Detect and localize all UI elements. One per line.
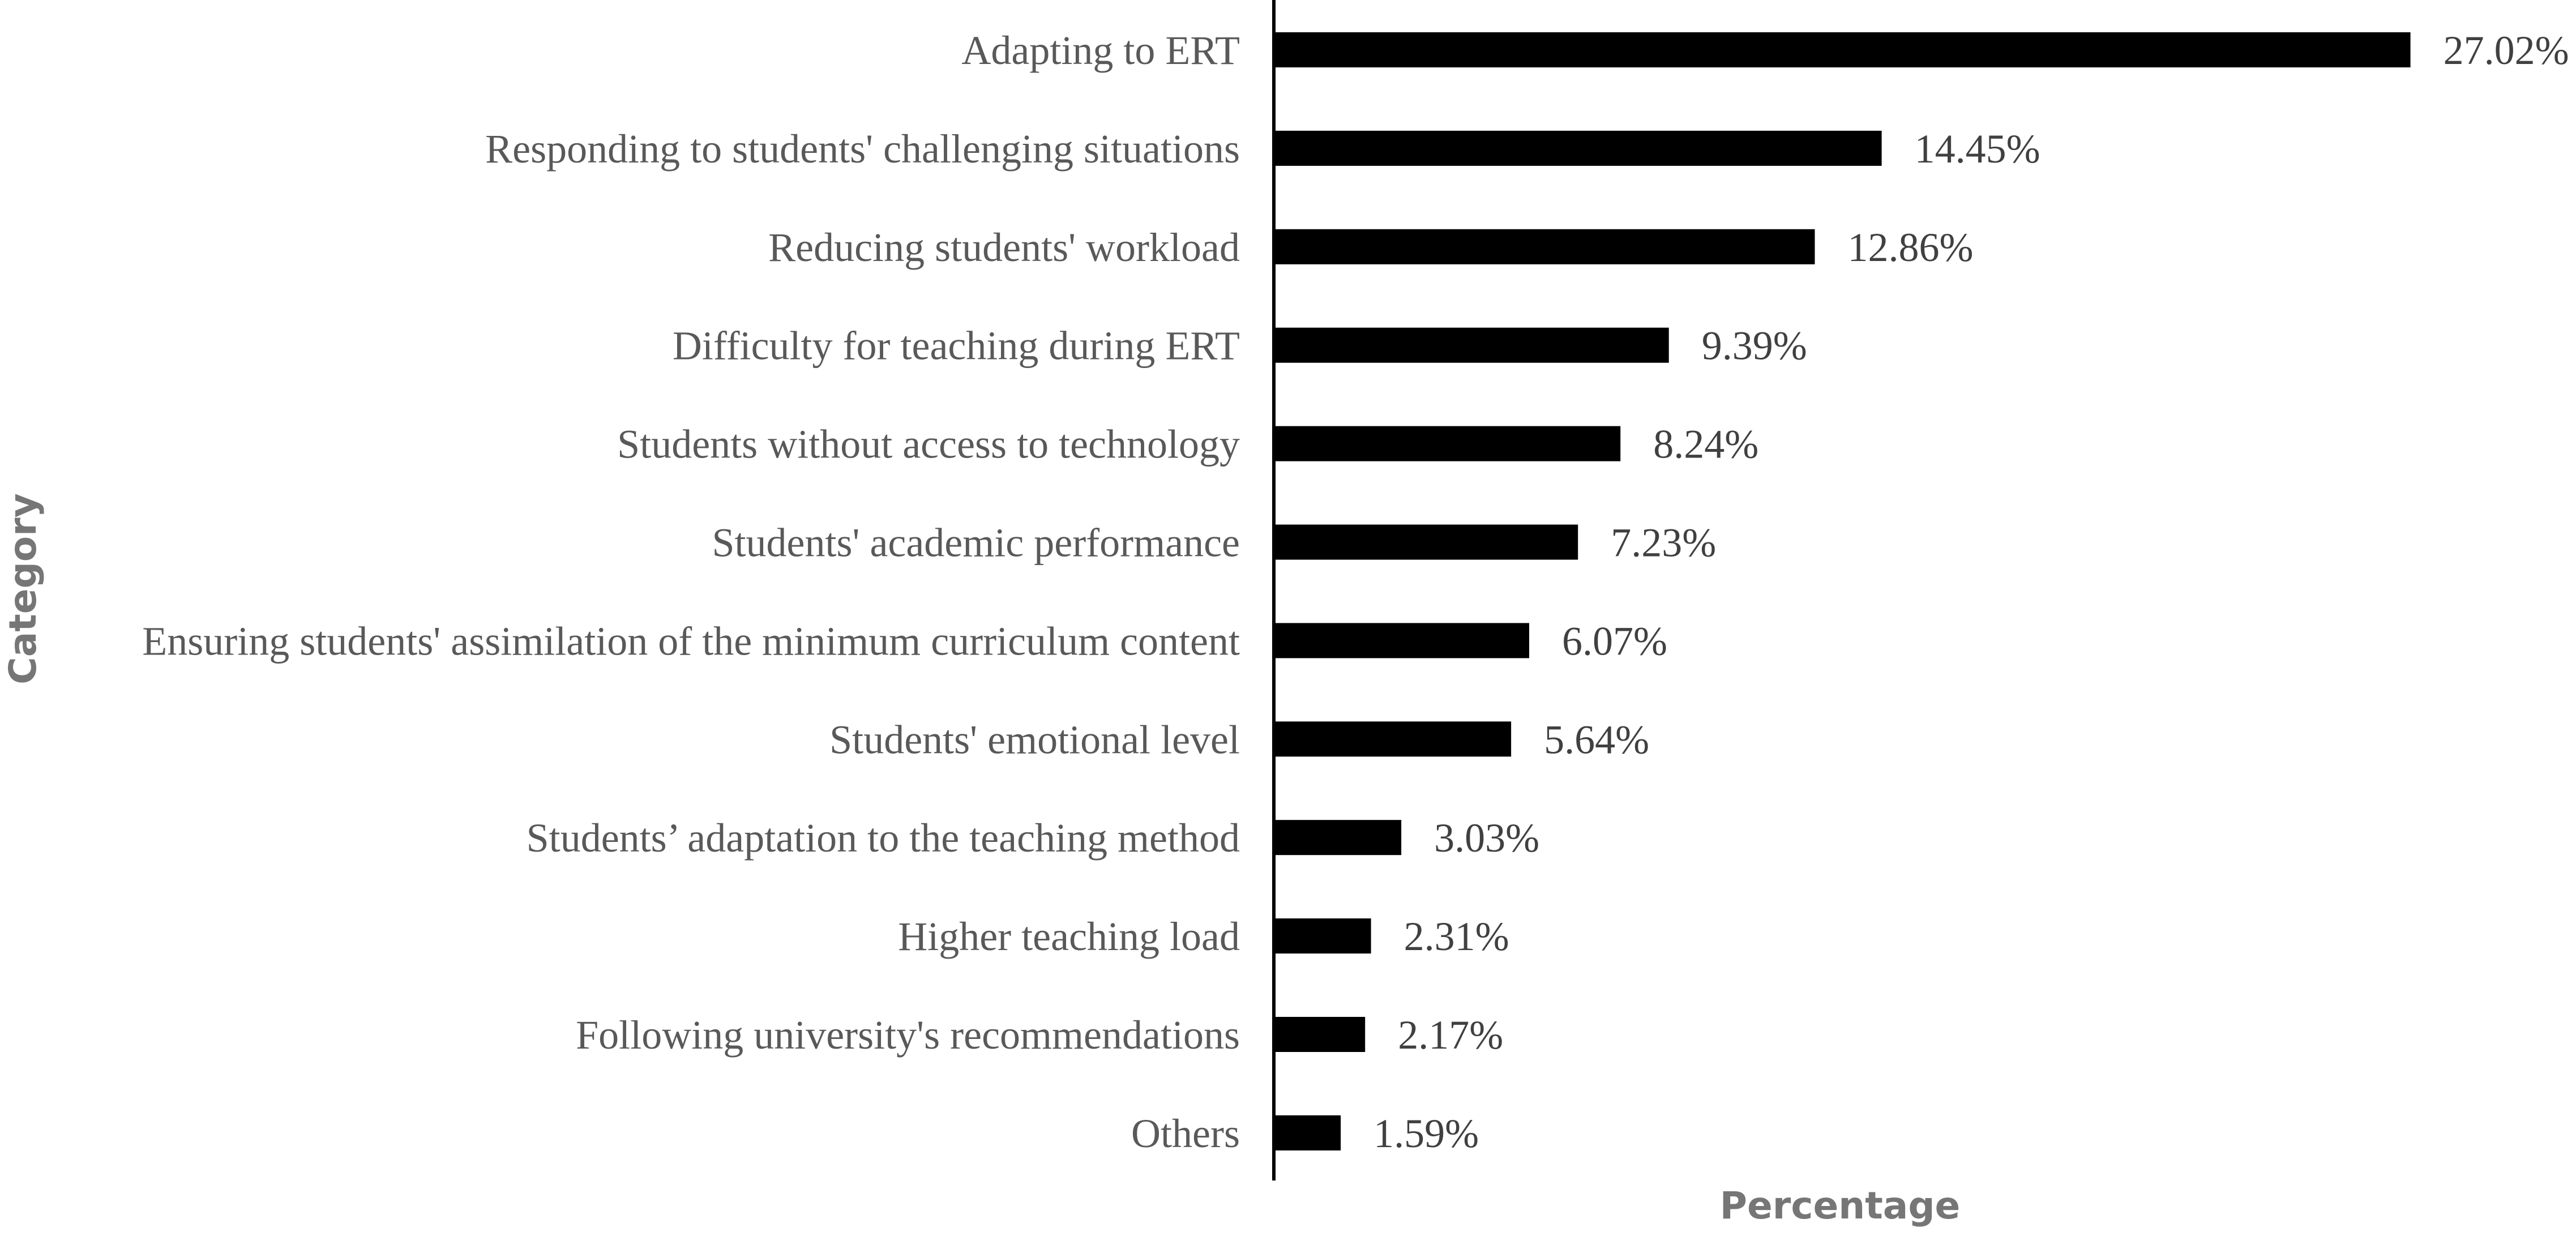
- category-label: Students’ adaptation to the teaching met…: [527, 815, 1240, 861]
- bar: [1274, 229, 1815, 264]
- bar: [1274, 130, 1882, 166]
- bar: [1274, 32, 2411, 67]
- value-label: 12.86%: [1848, 225, 1974, 270]
- value-label: 9.39%: [1702, 323, 1807, 369]
- bar: [1274, 918, 1371, 954]
- bar: [1274, 623, 1529, 658]
- bar: [1274, 820, 1402, 856]
- x-axis-title: Percentage: [1720, 1184, 1961, 1228]
- bar: [1274, 327, 1669, 363]
- category-label: Ensuring students' assimilation of the m…: [142, 618, 1240, 664]
- category-label: Higher teaching load: [898, 914, 1240, 959]
- value-label: 3.03%: [1434, 815, 1539, 861]
- category-label: Adapting to ERT: [961, 28, 1240, 73]
- value-label: 1.59%: [1373, 1111, 1479, 1156]
- bar: [1274, 426, 1621, 461]
- category-label: Students' academic performance: [712, 520, 1240, 566]
- category-label: Responding to students' challenging situ…: [485, 126, 1240, 172]
- value-label: 27.02%: [2444, 28, 2569, 73]
- category-label: Others: [1131, 1111, 1240, 1156]
- bar: [1274, 1017, 1366, 1052]
- labels-layer: Adapting to ERT 27.02% Responding to stude…: [142, 28, 2569, 1156]
- bar: [1274, 524, 1578, 560]
- bar: [1274, 721, 1512, 757]
- value-label: 6.07%: [1562, 618, 1667, 664]
- value-label: 5.64%: [1544, 717, 1649, 762]
- category-label: Students' emotional level: [829, 717, 1240, 762]
- value-label: 2.17%: [1398, 1012, 1503, 1058]
- value-label: 7.23%: [1611, 520, 1716, 566]
- bars-layer: [1274, 32, 2411, 1151]
- value-label: 2.31%: [1404, 914, 1509, 959]
- category-label: Difficulty for teaching during ERT: [673, 323, 1240, 369]
- category-label: Students without access to technology: [617, 422, 1240, 467]
- category-label: Following university's recommendations: [576, 1012, 1240, 1058]
- y-axis-title: Category: [1, 493, 45, 684]
- value-label: 8.24%: [1653, 422, 1758, 467]
- bar: [1274, 1115, 1341, 1151]
- category-label: Reducing students' workload: [768, 225, 1240, 270]
- value-label: 14.45%: [1915, 126, 2040, 172]
